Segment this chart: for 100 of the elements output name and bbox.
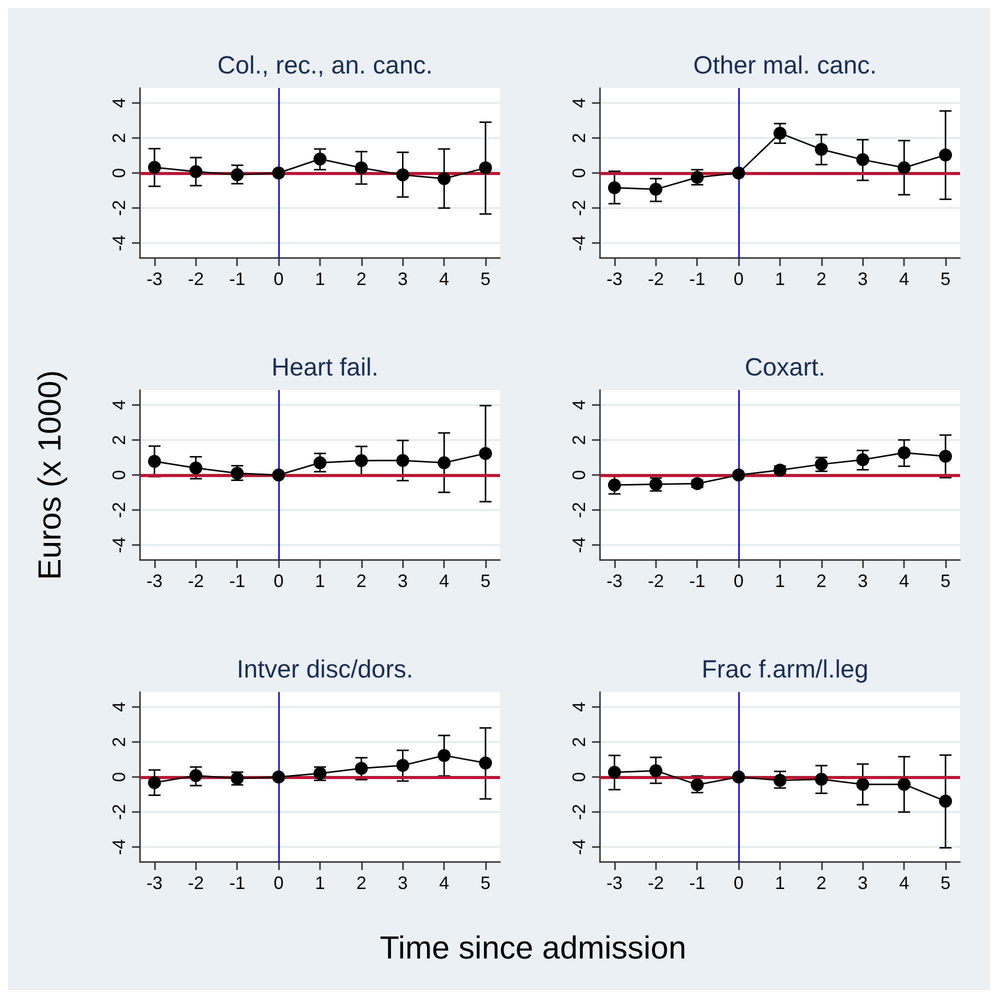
point	[732, 166, 746, 180]
point	[479, 161, 492, 174]
y-tick-label: 2	[569, 736, 589, 747]
chart-title: Heart fail.	[272, 354, 378, 382]
x-tick-label: 3	[858, 873, 868, 893]
x-tick-label: 0	[734, 571, 744, 591]
x-axis-title: Time since admission	[380, 930, 686, 966]
x-tick-label: 1	[774, 269, 786, 289]
x-tick-label: -3	[146, 873, 162, 893]
y-tick-label: -4	[569, 235, 589, 252]
x-tick-label: 0	[274, 269, 284, 289]
x-tick-label: -2	[188, 571, 204, 591]
y-tick-label: -4	[109, 839, 129, 856]
point	[939, 794, 952, 808]
point	[354, 762, 368, 775]
x-tick-label: 2	[356, 571, 366, 591]
y-tick-label: 2	[569, 434, 589, 445]
point	[814, 142, 828, 156]
chart-title: Col., rec., an. canc.	[217, 52, 433, 80]
x-tick-label: -2	[188, 269, 204, 289]
x-tick-label: 5	[480, 571, 491, 591]
y-tick-label: 2	[109, 434, 129, 445]
x-tick-label: -2	[648, 269, 664, 289]
point	[230, 168, 244, 182]
y-tick-label: 4	[109, 98, 129, 108]
point	[856, 153, 870, 166]
point	[898, 446, 911, 460]
point	[148, 776, 161, 790]
x-tick-label: 4	[899, 571, 910, 591]
y-tick-label: 4	[109, 400, 129, 410]
y-tick-label: -2	[109, 502, 129, 518]
x-tick-label: 3	[858, 269, 868, 289]
x-tick-label: 4	[899, 873, 910, 893]
x-tick-label: 5	[940, 873, 951, 893]
point	[438, 748, 451, 762]
x-tick-label: 1	[314, 873, 326, 893]
point	[479, 446, 492, 460]
y-tick-label: 2	[109, 736, 129, 747]
x-tick-label: -2	[648, 873, 664, 893]
y-tick-label: 2	[109, 132, 129, 143]
x-tick-label: 3	[398, 269, 408, 289]
point	[939, 148, 952, 162]
y-tick-label: -4	[109, 235, 129, 252]
y-tick-label: -2	[569, 200, 589, 216]
y-axis-title: Euros (x 1000)	[32, 370, 68, 580]
y-tick-label: 4	[569, 702, 589, 712]
x-tick-label: 2	[816, 269, 826, 289]
x-tick-label: -3	[146, 571, 162, 591]
point	[189, 769, 202, 782]
x-tick-label: 0	[274, 873, 284, 893]
x-tick-label: 4	[899, 269, 910, 289]
x-tick-label: 4	[439, 873, 450, 893]
x-tick-label: 5	[940, 269, 951, 289]
x-tick-label: 2	[816, 571, 826, 591]
point	[479, 756, 492, 770]
point	[608, 478, 621, 492]
x-tick-label: 2	[816, 873, 826, 893]
point	[732, 770, 746, 784]
point	[774, 126, 786, 140]
y-tick-label: 0	[569, 772, 589, 782]
chart-title: Other mal. canc.	[693, 52, 877, 80]
x-tick-label: 1	[774, 873, 786, 893]
x-tick-label: 4	[439, 571, 450, 591]
chart-title: Intver disc/dors.	[236, 656, 414, 684]
x-tick-label: 3	[398, 571, 408, 591]
point	[314, 152, 326, 166]
x-tick-label: -3	[606, 269, 622, 289]
point	[396, 454, 410, 467]
point	[438, 456, 451, 470]
y-tick-label: 0	[109, 470, 129, 480]
y-tick-label: 4	[109, 702, 129, 712]
point	[272, 468, 286, 482]
point	[774, 774, 786, 787]
y-tick-label: 0	[569, 168, 589, 178]
point	[898, 778, 911, 791]
y-tick-label: 2	[569, 132, 589, 143]
y-tick-label: 0	[109, 168, 129, 178]
point	[148, 454, 161, 468]
x-tick-label: 4	[439, 269, 450, 289]
point	[690, 778, 704, 792]
x-tick-label: -1	[689, 873, 706, 893]
point	[438, 172, 451, 186]
x-tick-label: 2	[356, 269, 366, 289]
x-tick-label: 5	[480, 873, 491, 893]
y-tick-label: 4	[569, 400, 589, 410]
point	[649, 182, 662, 196]
x-tick-label: -3	[146, 269, 162, 289]
x-tick-label: 1	[774, 571, 786, 591]
point	[814, 772, 828, 786]
point	[189, 461, 202, 474]
x-tick-label: -3	[606, 873, 622, 893]
y-tick-label: -4	[569, 839, 589, 856]
x-tick-label: 5	[940, 571, 951, 591]
point	[396, 758, 410, 772]
point	[189, 165, 202, 178]
x-tick-label: -3	[606, 571, 622, 591]
point	[898, 161, 911, 174]
point	[608, 766, 621, 779]
point	[856, 778, 870, 791]
point	[314, 456, 326, 470]
